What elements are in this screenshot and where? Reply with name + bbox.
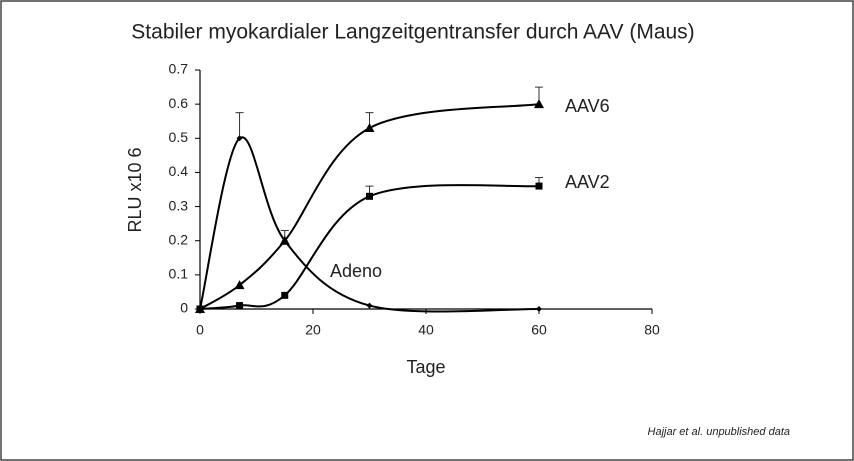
y-tick-label: 0.1	[169, 266, 189, 282]
y-tick-label: 0	[180, 300, 188, 316]
series-label: Adeno	[330, 261, 382, 281]
marker	[536, 306, 542, 312]
y-tick-label: 0.7	[169, 61, 189, 77]
x-tick-label: 20	[305, 322, 321, 338]
marker	[535, 182, 543, 190]
series-line	[199, 184, 540, 310]
marker	[234, 280, 245, 290]
marker	[236, 135, 243, 142]
x-tick-label: 40	[418, 322, 434, 338]
marker	[366, 302, 373, 309]
y-tick-label: 0.4	[169, 163, 189, 179]
series-label: AAV6	[565, 96, 610, 116]
y-tick-label: 0.5	[169, 129, 189, 145]
x-tick-label: 60	[531, 322, 547, 338]
marker	[534, 99, 544, 109]
marker	[236, 302, 244, 310]
chart-title: Stabiler myokardialer Langzeitgentransfe…	[131, 21, 694, 44]
marker	[196, 305, 204, 313]
y-tick-label: 0.6	[169, 95, 189, 111]
marker	[364, 123, 375, 133]
marker	[279, 235, 290, 245]
marker	[366, 192, 373, 200]
error-bar	[235, 112, 244, 139]
x-tick-label: 80	[644, 322, 660, 338]
y-tick-label: 0.3	[169, 197, 189, 213]
annotation: Hajjar et al. unpublished data	[648, 426, 790, 438]
x-axis-title: Tage	[406, 357, 445, 377]
y-tick-label: 0.2	[169, 231, 189, 247]
marker	[281, 291, 289, 299]
series-label: AAV2	[565, 172, 610, 192]
y-axis-title: RLU x10 6	[125, 147, 145, 232]
x-tick-label: 0	[196, 322, 204, 338]
